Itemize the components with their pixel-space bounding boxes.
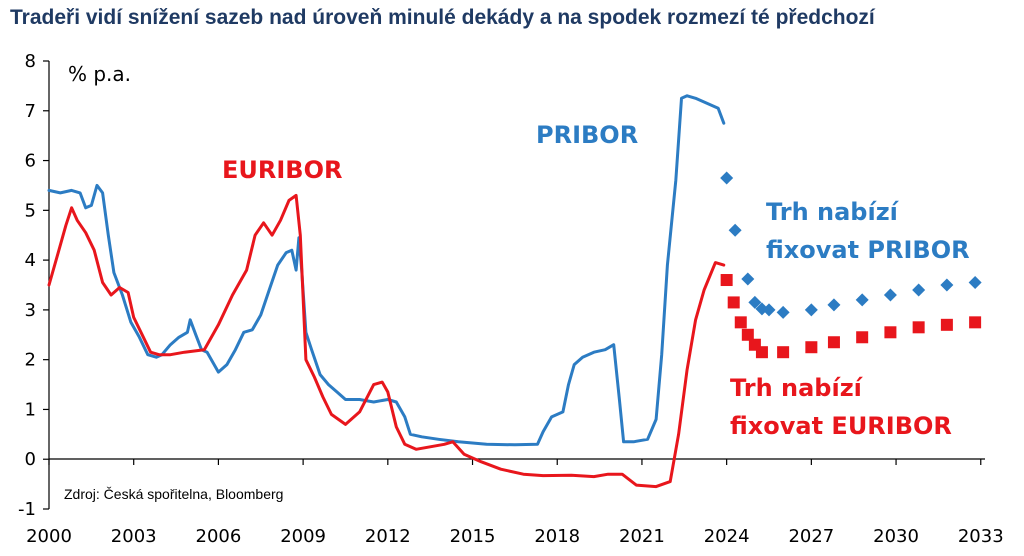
euribor-forecast-point (827, 336, 840, 349)
x-tick-label: 2033 (958, 526, 1004, 547)
annotation-forecast-line: Trh nabízí (766, 198, 900, 226)
euribor-forecast-point (940, 318, 953, 331)
pribor-forecast-point (728, 223, 742, 237)
x-tick-label: 2030 (873, 526, 919, 547)
y-tick-label: 6 (25, 151, 36, 172)
y-tick-label: 2 (25, 350, 36, 371)
pribor-forecast-point (912, 283, 926, 297)
y-tick-label: 3 (25, 300, 36, 321)
euribor-forecast-point (969, 316, 982, 329)
x-tick-label: 2009 (280, 526, 326, 547)
labels-layer: % p.a. Zdroj: Česká spořitelna, Bloomberg… (64, 62, 970, 502)
euribor-forecast-point (741, 328, 754, 341)
x-tick-label: 2027 (788, 526, 834, 547)
y-axis-unit: % p.a. (68, 62, 131, 86)
pribor-forecast-point (883, 288, 897, 302)
series-line-pribor (47, 94, 726, 447)
annotation-euribor: EURIBOR (222, 156, 342, 184)
y-tick-label: -1 (18, 499, 36, 520)
pribor-forecast-point (827, 298, 841, 312)
pribor-forecast-point (804, 303, 818, 317)
x-tick-label: 2003 (111, 526, 157, 547)
y-tick-label: 8 (25, 51, 36, 72)
x-tick-label: 2012 (365, 526, 411, 547)
axes: -1 0 1 2 3 4 5 6 7 8 2000 2003 2006 2009 2012 2015 2018 2… (18, 51, 1004, 547)
pribor-forecast-point (762, 303, 776, 317)
euribor-forecast-point (727, 296, 740, 309)
x-tick-label: 2021 (619, 526, 665, 547)
euribor-forecast-point (755, 346, 768, 359)
x-tick-label: 2006 (196, 526, 242, 547)
euribor-forecast-point (720, 274, 733, 287)
annotation-forecast-line: fixovat EURIBOR (730, 412, 952, 440)
pribor-forecast-point (968, 276, 982, 290)
y-tick-label: 4 (25, 250, 36, 271)
source-note: Zdroj: Česká spořitelna, Bloomberg (64, 486, 283, 502)
euribor-forecast-point (777, 346, 790, 359)
annotation-forecast-line: fixovat PRIBOR (766, 236, 970, 264)
y-tick-label: 5 (25, 200, 36, 221)
pribor-forecast-point (720, 171, 734, 185)
x-tick-label: 2024 (704, 526, 750, 547)
euribor-forecast-point (734, 316, 747, 329)
annotation-forecast-line: Trh nabízí (730, 374, 864, 402)
pribor-forecast-point (940, 278, 954, 292)
pribor-forecast-point (776, 305, 790, 319)
y-tick-label: 0 (25, 449, 36, 470)
chart-title: Tradeři vidí snížení sazeb nad úroveň mi… (10, 6, 875, 29)
x-tick-label: 2000 (26, 526, 72, 547)
annotation-pribor: PRIBOR (536, 121, 638, 149)
euribor-forecast-point (856, 331, 869, 344)
pribor-forecast-point (741, 272, 755, 286)
pribor-forecast-point (855, 293, 869, 307)
series-line-euribor (47, 193, 726, 489)
euribor-forecast-point (884, 326, 897, 339)
euribor-forecast-point (805, 341, 818, 354)
pribor-forecast-point (748, 295, 762, 309)
y-tick-label: 1 (25, 399, 36, 420)
x-tick-label: 2015 (450, 526, 496, 547)
euribor-forecast-point (912, 321, 925, 334)
y-tick-label: 7 (25, 101, 36, 122)
x-tick-label: 2018 (534, 526, 580, 547)
series-layer (47, 94, 982, 489)
